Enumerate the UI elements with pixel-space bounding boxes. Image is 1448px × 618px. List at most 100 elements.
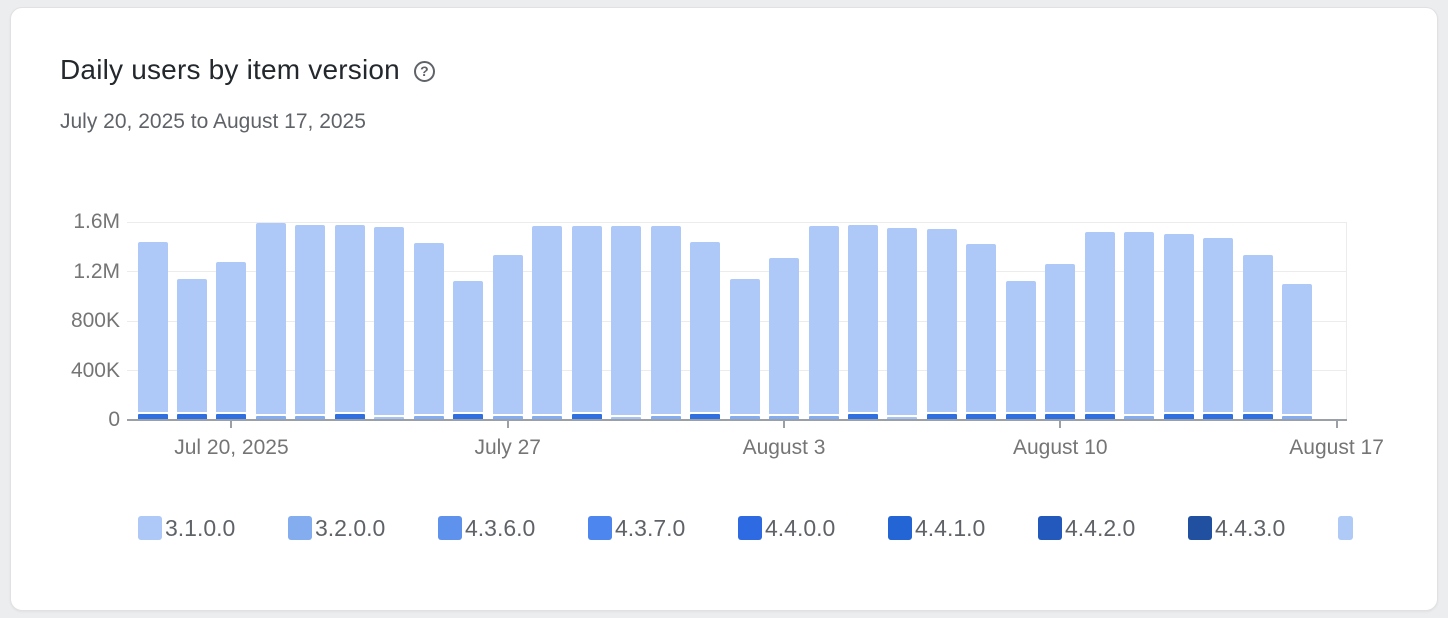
x-axis-tick: [1059, 421, 1062, 428]
bar-segment-main-Aug-4[interactable]: [808, 226, 839, 414]
bar-segment-bottom-Jul-19[interactable]: [177, 414, 207, 420]
bar-segment-bottom-Aug-14[interactable]: [1203, 414, 1234, 420]
bar-segment-bottom-Aug-3[interactable]: [769, 416, 799, 420]
x-axis-tick: [783, 421, 786, 428]
bar-segment-main-Jul-26[interactable]: [453, 281, 484, 412]
bar-segment-bottom-Aug-15[interactable]: [1242, 414, 1273, 420]
legend-item-4.3.6.0: 4.3.6.0: [438, 514, 535, 542]
bar-segment-main-Jul-20[interactable]: [216, 262, 247, 412]
x-axis-label: July 27: [474, 436, 541, 459]
y-gridline: [127, 221, 1347, 223]
x-axis-label: August 3: [742, 436, 826, 459]
bar-segment-main-Aug-12[interactable]: [1124, 232, 1155, 414]
legend-item-4.3.7.0: 4.3.7.0: [588, 514, 685, 542]
legend-item-3.2.0.0: 3.2.0.0: [288, 514, 385, 542]
bar-segment-bottom-Aug-4[interactable]: [808, 416, 839, 420]
x-axis-label: August 10: [1013, 436, 1108, 459]
bar-segment-main-Jul-22[interactable]: [295, 225, 326, 414]
bar-segment-bottom-Aug-12[interactable]: [1124, 416, 1155, 420]
x-axis-line: [127, 419, 1347, 421]
bar-segment-bottom-Aug-9[interactable]: [1005, 414, 1036, 420]
legend-swatch: [438, 516, 462, 540]
bar-segment-bottom-Aug-8[interactable]: [966, 414, 997, 420]
y-gridline: [127, 271, 1347, 272]
x-axis-tick: [1335, 421, 1338, 428]
bar-segment-main-Aug-9[interactable]: [1005, 281, 1036, 412]
bar-segment-main-Jul-31[interactable]: [650, 226, 681, 414]
bar-segment-main-Aug-15[interactable]: [1242, 255, 1273, 412]
bar-segment-main-Jul-30[interactable]: [611, 226, 642, 415]
bar-segment-bottom-Jul-25[interactable]: [413, 416, 444, 420]
bar-segment-main-Jul-27[interactable]: [492, 255, 523, 414]
bar-segment-main-Aug-8[interactable]: [966, 244, 997, 412]
help-icon[interactable]: ?: [413, 60, 435, 82]
bar-segment-main-Aug-13[interactable]: [1163, 234, 1194, 412]
y-axis-label: 0: [108, 408, 120, 431]
bar-segment-bottom-Jul-23[interactable]: [334, 414, 365, 420]
bar-segment-bottom-Jul-20[interactable]: [216, 414, 247, 420]
bar-segment-main-Jul-24[interactable]: [374, 227, 405, 415]
bar-segment-bottom-Aug-16[interactable]: [1282, 416, 1313, 420]
x-axis-label: August 17: [1289, 436, 1384, 459]
bar-segment-main-Aug-14[interactable]: [1203, 238, 1234, 412]
legend-swatch: [1038, 516, 1062, 540]
bar-segment-bottom-Jul-18[interactable]: [137, 414, 168, 420]
bar-segment-bottom-Jul-29[interactable]: [571, 414, 602, 420]
daily-users-card: [10, 7, 1438, 611]
x-axis-tick: [230, 421, 233, 428]
legend-swatch: [588, 516, 612, 540]
bar-segment-bottom-Aug-10[interactable]: [1045, 414, 1076, 420]
bar-segment-bottom-Aug-6[interactable]: [887, 417, 918, 420]
bar-segment-main-Jul-19[interactable]: [177, 279, 207, 412]
bar-segment-main-Jul-21[interactable]: [255, 223, 286, 414]
bar-segment-bottom-Jul-22[interactable]: [295, 416, 326, 420]
bar-segment-main-Aug-6[interactable]: [887, 228, 918, 415]
bar-segment-bottom-Aug-7[interactable]: [926, 414, 957, 420]
bar-segment-main-Jul-23[interactable]: [334, 225, 365, 412]
plot-right-gridline: [1346, 222, 1347, 420]
bar-segment-main-Aug-2[interactable]: [729, 279, 760, 414]
bar-segment-main-Jul-25[interactable]: [413, 243, 444, 414]
bar-segment-bottom-Aug-11[interactable]: [1084, 414, 1115, 420]
bar-segment-bottom-Jul-28[interactable]: [532, 416, 563, 420]
chart-title: Daily users by item version: [60, 54, 400, 85]
bar-segment-main-Aug-5[interactable]: [848, 225, 878, 412]
legend-label: 3.2.0.0: [315, 514, 386, 541]
legend-swatch: [288, 516, 312, 540]
legend-swatch: [738, 516, 762, 540]
chart-header: Daily users by item version ?: [60, 54, 435, 86]
date-range-subtitle: July 20, 2025 to August 17, 2025: [60, 110, 366, 133]
bar-segment-bottom-Jul-26[interactable]: [453, 414, 484, 420]
bar-segment-main-Jul-29[interactable]: [571, 226, 602, 412]
legend-label: 4.4.1.0: [915, 514, 986, 541]
bar-segment-main-Aug-10[interactable]: [1045, 264, 1076, 412]
bar-segment-main-Aug-16[interactable]: [1282, 284, 1313, 414]
y-axis-label: 1.6M: [73, 210, 120, 233]
bar-segment-bottom-Jul-24[interactable]: [374, 417, 405, 420]
bar-segment-bottom-Jul-21[interactable]: [255, 416, 286, 420]
bar-segment-bottom-Jul-27[interactable]: [492, 416, 523, 420]
bar-segment-bottom-Aug-1[interactable]: [690, 414, 721, 420]
bar-segment-bottom-Aug-13[interactable]: [1163, 414, 1194, 420]
bar-segment-bottom-Aug-5[interactable]: [848, 414, 878, 420]
bar-segment-main-Aug-7[interactable]: [926, 229, 957, 412]
bar-segment-bottom-Jul-31[interactable]: [650, 416, 681, 420]
bar-segment-main-Aug-3[interactable]: [769, 258, 799, 414]
legend-swatch: [138, 516, 162, 540]
y-axis-label: 800K: [70, 309, 120, 332]
y-axis-label: 1.2M: [73, 259, 120, 283]
bar-segment-main-Aug-11[interactable]: [1084, 232, 1115, 412]
bar-segment-bottom-Jul-30[interactable]: [611, 417, 642, 420]
legend-item-4.4.1.0: 4.4.1.0: [888, 514, 985, 542]
bar-segment-main-Jul-18[interactable]: [137, 242, 168, 412]
legend-label: 3.1.0.0: [165, 514, 236, 541]
bar-segment-main-Jul-28[interactable]: [532, 226, 563, 414]
y-axis-label: 400K: [70, 358, 120, 382]
legend-item-4.4.0.0: 4.4.0.0: [738, 514, 835, 542]
bar-segment-bottom-Aug-2[interactable]: [729, 416, 760, 420]
legend-swatch: [1188, 516, 1212, 540]
bar-segment-main-Aug-1[interactable]: [690, 242, 721, 412]
x-axis-tick: [506, 421, 509, 428]
legend-label: 4.4.3.0: [1215, 514, 1286, 541]
